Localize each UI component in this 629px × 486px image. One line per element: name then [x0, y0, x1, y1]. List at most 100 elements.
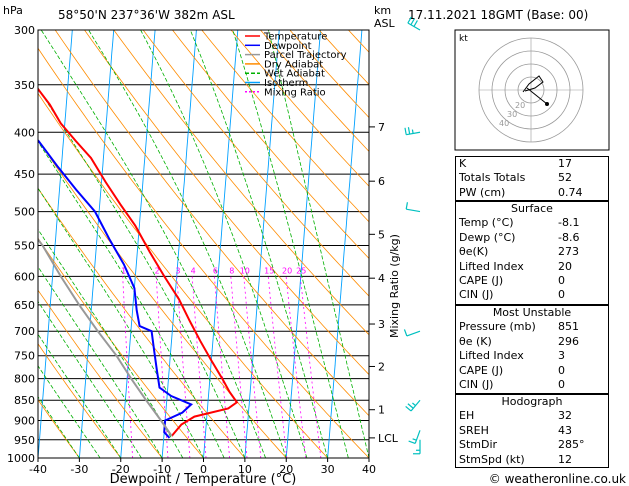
wind-barb	[405, 399, 421, 412]
pressure-tick-label: 800	[14, 373, 35, 386]
dry-adiabat-line	[260, 30, 369, 152]
index-row: Lifted Index 3	[456, 349, 608, 363]
index-value: 32	[558, 409, 572, 423]
km-tick-label: 7	[378, 121, 385, 134]
index-row: CAPE (J) 0	[456, 274, 608, 288]
dry-adiabat-line	[84, 30, 369, 376]
index-value: 17	[558, 157, 572, 170]
wind-barbs	[403, 16, 421, 455]
mixing-ratio-label: 8	[229, 266, 234, 275]
index-label: StmSpd (kt)	[459, 452, 525, 466]
index-value: 0	[558, 288, 565, 302]
legend-label: Isotherm	[264, 78, 308, 89]
most-unstable-title: Most Unstable	[492, 306, 572, 319]
index-label: EH	[459, 409, 475, 423]
index-label: Totals Totals	[459, 171, 526, 185]
index-row: Pressure (mb) 851	[456, 320, 608, 334]
mixing-ratio-line	[285, 276, 307, 458]
x-tick-label: 0	[200, 463, 207, 476]
x-tick-label: 20	[279, 463, 293, 476]
x-tick-label: -20	[112, 463, 130, 476]
mixing-ratio-label: 2	[155, 266, 160, 275]
isotherm-line	[161, 30, 197, 458]
surface-title: Surface	[511, 202, 553, 215]
legend-label: Temperature	[263, 32, 327, 43]
pressure-tick-label: 950	[14, 434, 35, 447]
hodograph-ring-label: 20	[515, 101, 525, 110]
index-value: 296	[558, 334, 579, 348]
index-value: 0.74	[558, 185, 583, 199]
dry-adiabat-line	[38, 289, 163, 458]
wet-adiabat-line	[268, 30, 369, 458]
pressure-tick-label: 600	[14, 270, 35, 283]
index-row: EH 32	[456, 409, 608, 423]
wet-adiabat-line	[38, 300, 142, 458]
x-tick-label: 10	[238, 463, 252, 476]
hodograph-kt-label: kt	[459, 34, 468, 44]
km-tick-label: 2	[378, 360, 385, 373]
hodograph-indices-title: Hodograph	[501, 395, 563, 408]
indices-hodograph: Hodograph EH 32 SREH 43 StmDir 285° StmSpd (kt…	[455, 394, 609, 468]
asl-label: ASL	[374, 17, 396, 30]
index-row: PW (cm) 0.74	[456, 186, 608, 200]
hodograph-ring-label: 40	[499, 119, 509, 128]
series-dewpoint	[38, 139, 194, 439]
mixing-ratio-label: 4	[191, 266, 196, 275]
isotherm-line	[285, 30, 322, 458]
index-value: 0	[558, 274, 565, 288]
mixing-ratio-axis-label: Mixing Ratio (g/kg)	[388, 234, 401, 338]
wet-adiabat-line	[232, 30, 349, 458]
skewt-plot-area: 1 2 3 4 6 8 10 15 20 25	[38, 30, 369, 458]
pressure-unit-label: hPa	[3, 4, 23, 17]
index-label: Pressure (mb)	[459, 320, 536, 334]
index-row: StmSpd (kt) 12	[456, 453, 608, 467]
pressure-tick-label: 650	[14, 299, 35, 312]
series-parcel-trajectory	[38, 237, 173, 437]
wind-barb	[413, 439, 421, 455]
wind-barb	[407, 16, 421, 31]
x-tick-label: 30	[321, 463, 335, 476]
dry-adiabat-line	[113, 30, 369, 336]
legend-label: Dry Adiabat	[264, 59, 323, 70]
pressure-tick-label: 450	[14, 168, 35, 181]
index-label: Dewp (°C)	[459, 230, 516, 244]
pressure-tick-label: 550	[14, 239, 35, 252]
index-value: 0	[558, 363, 565, 377]
index-value: 851	[558, 320, 579, 334]
index-label: CAPE (J)	[459, 274, 504, 288]
km-tick-label: 6	[378, 175, 385, 188]
dry-adiabat-line	[38, 92, 328, 458]
mixing-ratio-label: 25	[296, 266, 306, 275]
pressure-tick-label: 500	[14, 206, 35, 219]
isotherm-line	[327, 30, 363, 458]
mixing-ratio-line	[299, 276, 322, 458]
legend-label: Parcel Trajectory	[264, 50, 347, 61]
wind-barb	[403, 329, 421, 337]
km-label: km	[374, 4, 391, 17]
mixing-ratio-line	[176, 276, 191, 458]
indices-surface: Surface Temp (°C) -8.1 Dewp (°C) -8.6 θe(K) 2…	[455, 201, 609, 305]
index-value: 285°	[558, 438, 585, 452]
index-label: CIN (J)	[459, 378, 494, 392]
index-value: -8.6	[558, 230, 580, 244]
index-value: 20	[558, 259, 572, 273]
x-axis-label: Dewpoint / Temperature (°C)	[110, 472, 297, 486]
index-label: CIN (J)	[459, 288, 494, 302]
index-value: 273	[558, 245, 579, 259]
pressure-tick-label: 900	[14, 415, 35, 428]
x-tick-label: -30	[70, 463, 88, 476]
dry-adiabat-line	[201, 30, 369, 223]
pressure-tick-label: 300	[14, 24, 35, 37]
legend-label: Dewpoint	[264, 41, 312, 52]
storm-motion-dot	[545, 102, 549, 106]
km-tick-label: 4	[378, 272, 385, 285]
index-row: Lifted Index 20	[456, 260, 608, 274]
mixing-ratio-label: 1	[121, 266, 126, 275]
index-value: 3	[558, 349, 565, 363]
km-tick-label: LCL	[378, 432, 399, 445]
index-row: Dewp (°C) -8.6	[456, 231, 608, 245]
mixing-ratio-label: 10	[240, 266, 250, 275]
